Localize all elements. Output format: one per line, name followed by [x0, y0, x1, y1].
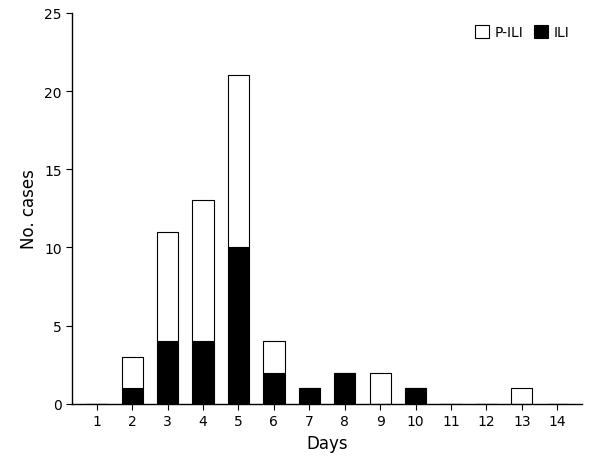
Bar [122, 388, 143, 404]
X-axis label: Days: Days [306, 434, 348, 452]
Bar [299, 388, 320, 404]
Bar [228, 76, 249, 248]
Bar [405, 388, 426, 404]
Bar [122, 357, 143, 388]
Bar [370, 373, 391, 404]
Bar [157, 341, 178, 404]
Bar [263, 341, 284, 373]
Bar [157, 232, 178, 341]
Bar [334, 373, 355, 404]
Bar [511, 388, 532, 404]
Bar [228, 248, 249, 404]
Bar [263, 373, 284, 404]
Bar [193, 341, 214, 404]
Legend: P-ILI, ILI: P-ILI, ILI [469, 21, 575, 46]
Y-axis label: No. cases: No. cases [20, 169, 38, 249]
Bar [193, 201, 214, 341]
